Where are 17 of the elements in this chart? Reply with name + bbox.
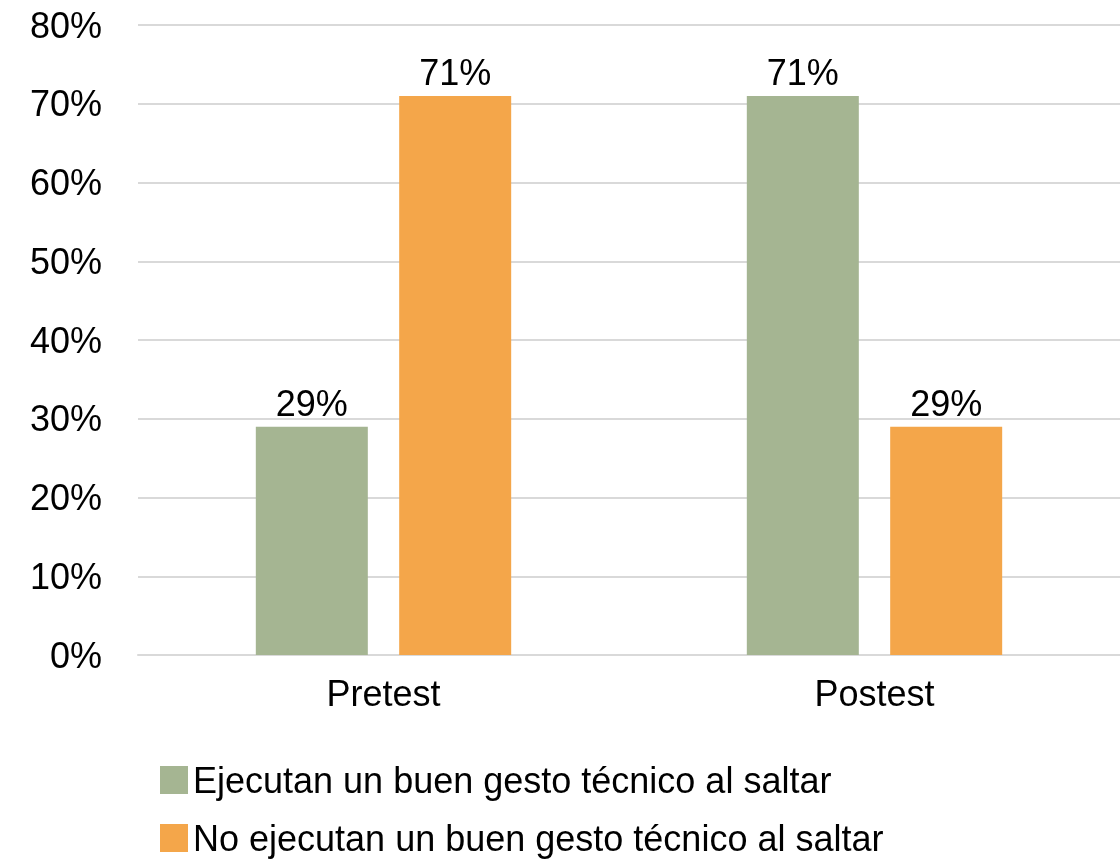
y-tick-label: 10% (29, 555, 102, 597)
data-label: 29% (910, 383, 983, 425)
y-tick-label: 50% (29, 240, 102, 282)
y-tick-label: 30% (29, 398, 102, 440)
y-tick-label: 0% (49, 634, 102, 676)
data-label: 71% (419, 52, 492, 94)
legend-label: No ejecutan un buen gesto técnico al saltar (193, 817, 884, 859)
y-tick-label: 20% (29, 477, 102, 518)
y-tick-label: 60% (29, 162, 102, 203)
legend-label: Ejecutan un buen gesto técnico al saltar (193, 759, 832, 801)
y-tick-label: 70% (29, 83, 102, 125)
data-label: 71% (766, 52, 839, 94)
data-label: 29% (275, 383, 348, 425)
y-tick-label: 40% (29, 319, 102, 361)
x-tick-label: Postest (814, 672, 935, 714)
x-tick-label: Pretest (326, 672, 441, 714)
y-tick-label: 80% (29, 4, 102, 46)
